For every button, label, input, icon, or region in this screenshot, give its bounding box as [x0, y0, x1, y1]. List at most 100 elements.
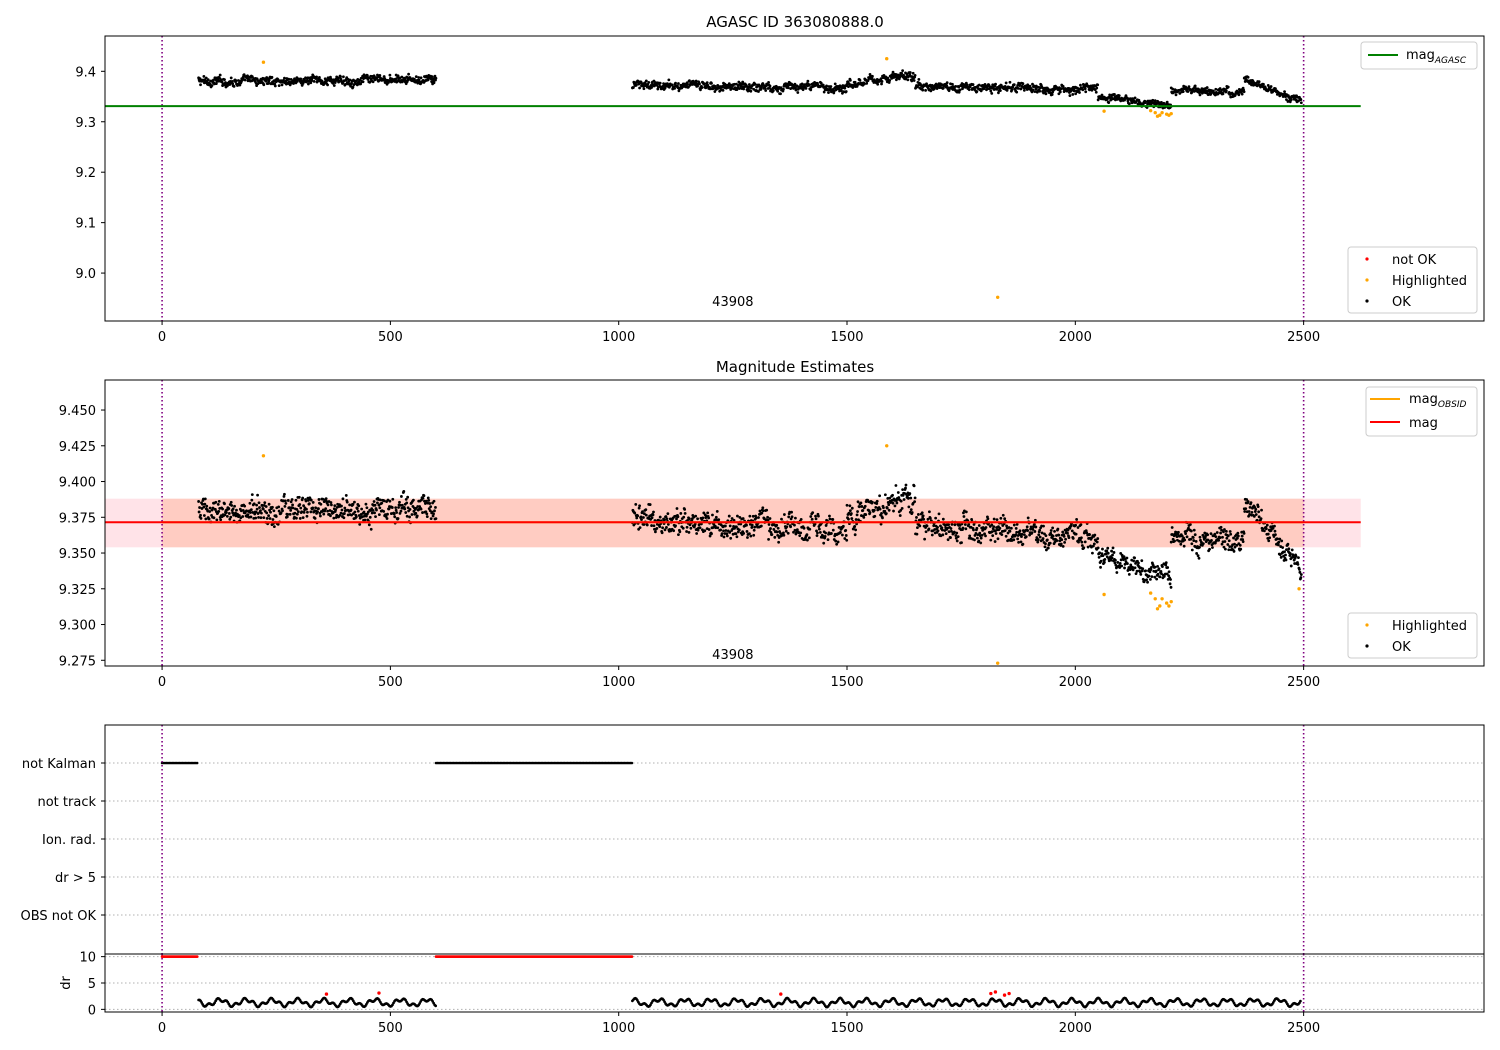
data-point	[775, 530, 779, 534]
data-point	[232, 84, 236, 88]
data-point	[947, 530, 951, 534]
data-point	[899, 508, 903, 512]
highlighted-point	[1155, 607, 1160, 611]
data-point	[683, 511, 687, 515]
data-point	[855, 513, 859, 517]
x-tick-label: 1500	[830, 675, 863, 690]
data-point	[1096, 546, 1100, 550]
data-point	[779, 92, 782, 96]
data-point	[962, 515, 966, 518]
data-point	[978, 531, 982, 535]
data-point	[1217, 538, 1221, 542]
data-point	[296, 510, 300, 514]
data-point	[223, 78, 226, 82]
data-point	[1063, 540, 1067, 544]
data-point	[949, 536, 952, 539]
data-point	[203, 497, 207, 501]
data-point	[705, 81, 709, 85]
data-point	[1213, 532, 1217, 536]
data-point	[378, 73, 382, 77]
data-point	[1106, 551, 1110, 555]
data-point	[648, 503, 652, 506]
data-point	[202, 74, 206, 78]
data-point	[1240, 92, 1244, 96]
data-point	[883, 493, 887, 497]
data-point	[873, 514, 877, 518]
data-point	[1080, 540, 1084, 544]
data-point	[342, 512, 346, 515]
data-point	[1252, 515, 1256, 518]
data-point	[1239, 547, 1243, 551]
data-point	[958, 523, 962, 527]
data-point	[339, 75, 342, 79]
data-point	[1266, 532, 1270, 536]
data-point	[722, 529, 725, 533]
data-point	[1278, 553, 1282, 556]
data-point	[768, 517, 772, 520]
data-point	[1074, 523, 1078, 527]
data-point	[199, 83, 202, 87]
data-point	[1265, 523, 1269, 527]
data-point	[975, 526, 979, 530]
data-point	[1083, 540, 1087, 544]
data-point	[372, 74, 376, 78]
data-point	[844, 534, 848, 537]
data-point	[763, 86, 767, 90]
data-point	[789, 525, 793, 529]
data-point	[1247, 510, 1251, 513]
x-tick-label: 1500	[830, 330, 863, 345]
data-point	[299, 506, 303, 510]
data-point	[847, 85, 850, 89]
data-point	[1072, 89, 1076, 93]
data-point	[365, 506, 369, 510]
data-point	[1123, 566, 1126, 570]
data-point	[1185, 535, 1189, 539]
data-point	[1267, 539, 1271, 543]
data-point	[961, 526, 965, 530]
data-point	[1283, 550, 1286, 554]
data-point	[708, 534, 712, 538]
data-point	[396, 74, 400, 78]
data-point	[795, 528, 799, 532]
legend-mag-label: mag	[1409, 416, 1438, 431]
data-point	[858, 505, 861, 509]
data-point	[949, 527, 953, 530]
x-tick-label: 500	[378, 675, 403, 690]
data-point	[757, 90, 760, 93]
data-point	[998, 526, 1002, 530]
data-point	[750, 526, 754, 529]
data-point	[1205, 86, 1209, 89]
data-point	[1129, 99, 1133, 102]
estimates-line-legend: magOBSID mag	[1365, 386, 1478, 437]
data-point	[1099, 565, 1102, 569]
data-point	[259, 509, 262, 513]
data-point	[665, 517, 669, 521]
data-point	[333, 81, 337, 84]
data-point	[707, 516, 711, 520]
data-point	[426, 496, 430, 500]
legend-not-ok-marker	[1365, 257, 1369, 261]
data-point	[955, 539, 959, 543]
x-tick-label: 0	[158, 330, 166, 345]
data-point	[1268, 536, 1272, 540]
data-point	[326, 503, 330, 507]
data-point	[267, 502, 271, 506]
data-point	[1287, 547, 1291, 551]
data-point	[311, 506, 315, 510]
data-point	[286, 513, 290, 516]
data-point	[801, 88, 805, 92]
data-point	[724, 529, 728, 532]
data-point	[1187, 526, 1190, 530]
data-point	[913, 500, 917, 504]
data-point	[1115, 571, 1119, 574]
data-point	[298, 503, 302, 506]
data-point	[404, 497, 408, 501]
data-point	[1025, 525, 1029, 529]
data-point	[425, 515, 429, 519]
data-point	[1253, 510, 1257, 513]
data-point	[200, 507, 204, 510]
data-point	[1299, 98, 1303, 102]
data-point	[1221, 92, 1225, 96]
x-tick-label: 2000	[1059, 675, 1092, 690]
estimates-panel-title: Magnitude Estimates	[716, 358, 874, 376]
